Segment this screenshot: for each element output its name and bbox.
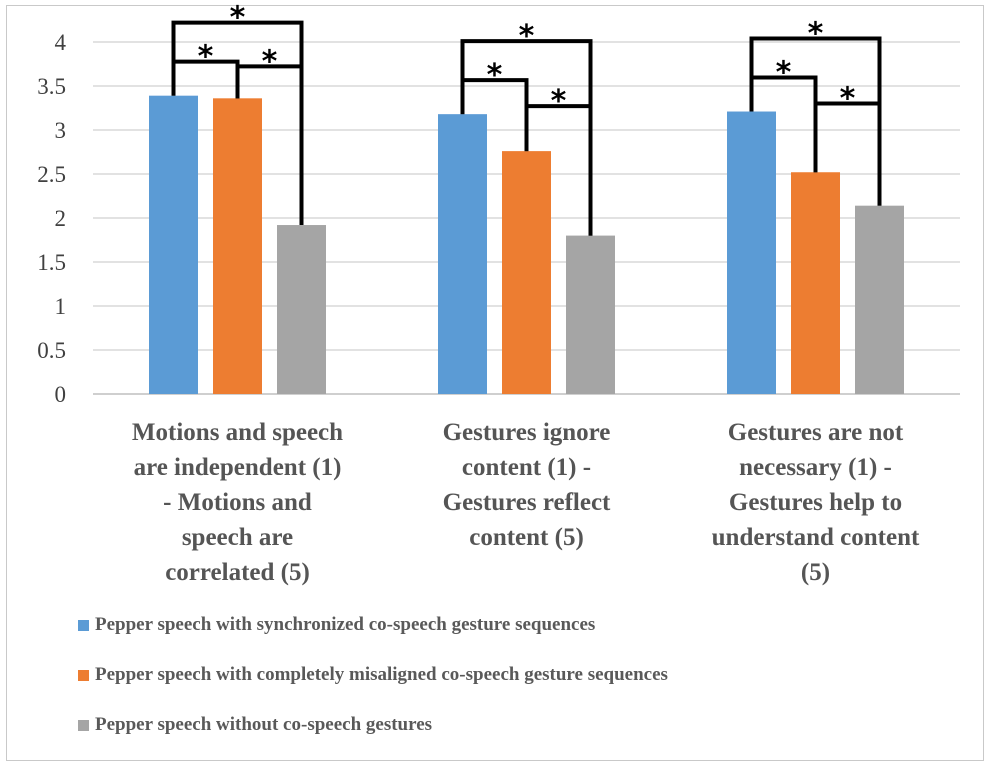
legend-item: Pepper speech without co-speech gestures xyxy=(78,712,668,738)
category-label: correlated (5) xyxy=(165,559,310,586)
category-label: (5) xyxy=(801,559,830,586)
y-tick-label: 4 xyxy=(55,30,67,55)
y-tick-label: 1.5 xyxy=(37,250,66,275)
significance-marker: * xyxy=(808,17,824,52)
category-label: necessary (1) - xyxy=(739,454,892,481)
category-label: content (1) - xyxy=(462,454,591,481)
category-label: Gestures ignore xyxy=(443,419,611,446)
category-label: content (5) xyxy=(469,524,584,551)
y-tick-label: 3 xyxy=(55,118,67,143)
significance-bracket xyxy=(460,39,593,236)
bar xyxy=(213,98,262,394)
significance-marker: * xyxy=(487,58,503,93)
category-label: understand content xyxy=(712,524,920,551)
bar xyxy=(727,111,776,395)
legend-item: Pepper speech with synchronized co-speec… xyxy=(78,612,668,638)
bar xyxy=(438,114,487,394)
category-label: are independent (1) xyxy=(134,454,342,481)
significance-bracket xyxy=(749,36,882,206)
significance-marker: * xyxy=(262,44,278,79)
legend-label: Pepper speech with synchronized co-speec… xyxy=(95,614,596,635)
y-tick-label: 2.5 xyxy=(37,162,66,187)
legend-swatch xyxy=(78,619,89,631)
legend-swatch xyxy=(78,719,89,731)
legend-item: Pepper speech with completely misaligned… xyxy=(78,662,668,688)
significance-marker: * xyxy=(519,19,535,54)
category-label: Gestures reflect xyxy=(443,489,611,516)
category-label: Gestures help to xyxy=(729,489,902,516)
category-label: Gestures are not xyxy=(728,419,904,446)
bar xyxy=(566,235,615,394)
category-label: speech are xyxy=(182,524,293,551)
bar xyxy=(149,95,198,395)
y-tick-label: 0 xyxy=(55,382,67,407)
bar xyxy=(502,151,551,394)
bar xyxy=(277,225,326,394)
legend-swatch xyxy=(78,669,89,681)
chart-legend: Pepper speech with synchronized co-speec… xyxy=(78,612,668,762)
significance-marker: * xyxy=(840,82,856,117)
category-label: Motions and speech xyxy=(132,419,343,446)
legend-label: Pepper speech without co-speech gestures xyxy=(95,714,433,735)
y-tick-label: 3.5 xyxy=(37,74,66,99)
category-label: - Motions and xyxy=(163,489,312,516)
legend-label: Pepper speech with completely misaligned… xyxy=(95,664,668,685)
significance-marker: * xyxy=(776,56,792,91)
bar-chart: 0 0.5 1 1.5 2 2.5 3 3.5 4 Motions and speech are i… xyxy=(37,1,960,586)
bar xyxy=(791,172,840,394)
y-tick-label: 2 xyxy=(55,206,67,231)
significance-marker: * xyxy=(230,1,246,36)
bar xyxy=(855,205,904,394)
significance-marker: * xyxy=(198,40,214,75)
significance-marker: * xyxy=(551,84,567,119)
y-tick-label: 1 xyxy=(55,294,67,319)
significance-bracket xyxy=(171,20,304,226)
y-tick-label: 0.5 xyxy=(37,338,66,363)
